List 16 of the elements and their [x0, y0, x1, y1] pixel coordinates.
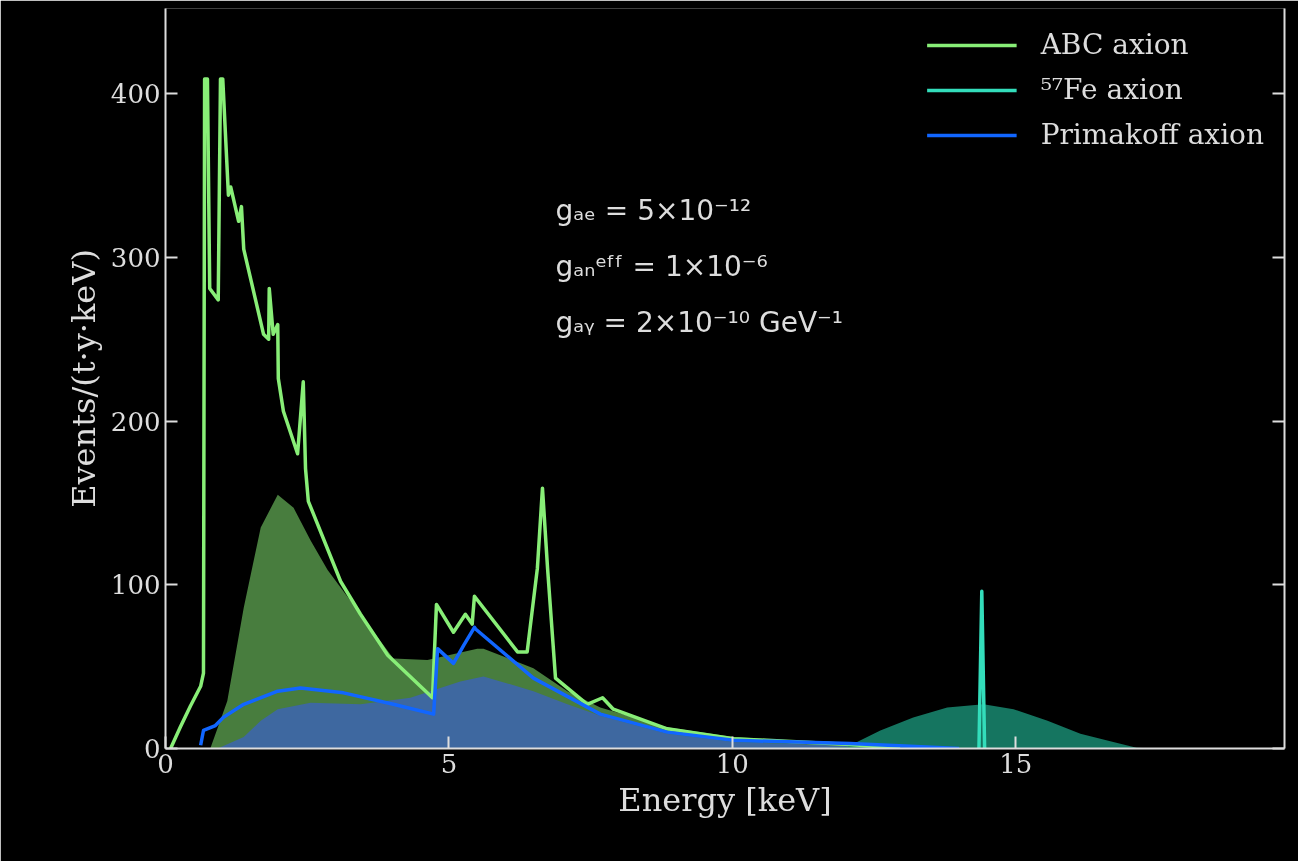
x-tick-label: 15 [999, 748, 1033, 779]
y-tick-label: 300 [110, 242, 161, 273]
x-tick-label: 10 [715, 748, 749, 779]
y-tick-label: 100 [110, 570, 161, 601]
legend-label: ABC axion [1040, 28, 1189, 61]
line-series [198, 625, 961, 749]
annotation: gₐₑ = 5×10⁻¹² [555, 194, 752, 227]
legend-label: Primakoff axion [1040, 118, 1264, 151]
y-tick-label: 200 [110, 406, 161, 437]
legend-label: ⁵⁷Fe axion [1040, 73, 1183, 106]
y-tick-label: 400 [110, 79, 161, 110]
x-tick-label: 5 [440, 748, 458, 779]
y-axis-title: Events/(t·y·keV) [64, 249, 103, 508]
x-axis-title: Energy [keV] [618, 780, 832, 819]
annotation: gₐₙᵉᶠᶠ = 1×10⁻⁶ [555, 250, 768, 283]
annotation: gₐᵧ = 2×10⁻¹⁰ GeV⁻¹ [555, 306, 844, 339]
